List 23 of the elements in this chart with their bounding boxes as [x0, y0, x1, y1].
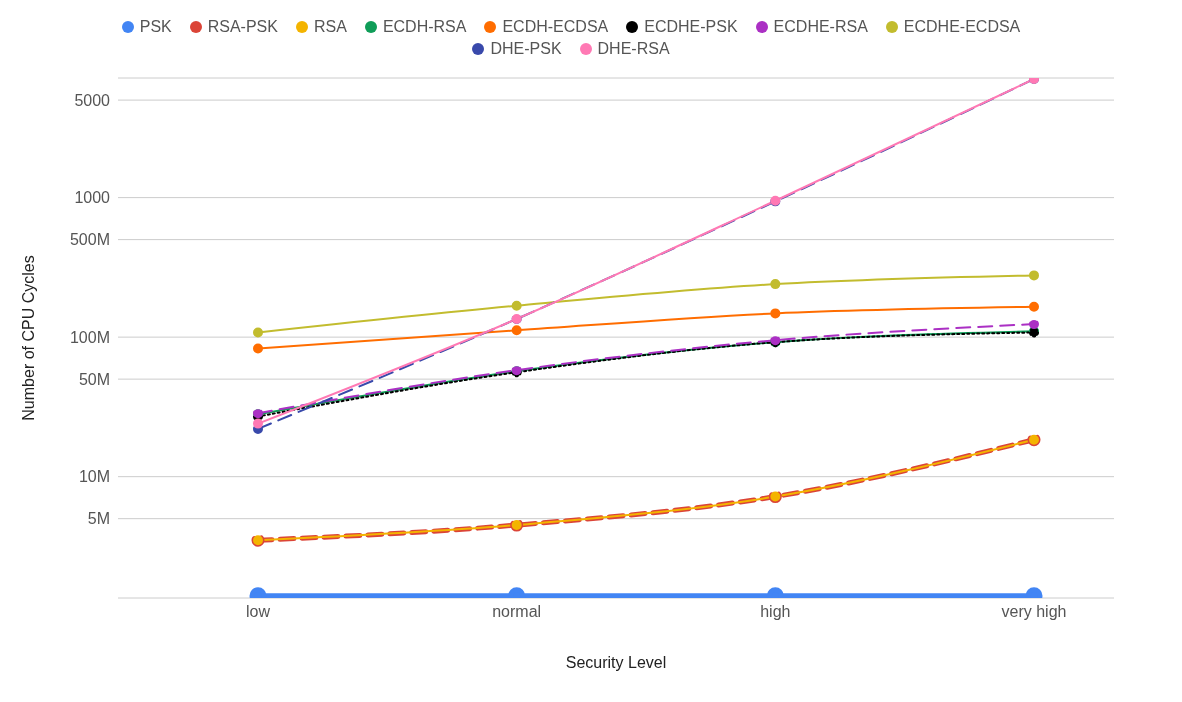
x-tick-label: normal — [492, 603, 542, 621]
legend-label: ECDHE-RSA — [773, 18, 868, 36]
x-axis-title: Security Level — [565, 654, 667, 671]
legend-label: DHE-PSK — [490, 40, 562, 58]
x-tick-label: low — [245, 603, 271, 621]
legend-label: DHE-RSA — [597, 40, 670, 58]
y-tick-label: 10M — [78, 468, 110, 486]
legend-label: RSA-PSK — [207, 18, 278, 36]
y-tick-label: 5000 — [74, 91, 111, 109]
legend-label: ECDHE-ECDSA — [903, 18, 1021, 36]
legend-label: ECDH-ECDSA — [502, 18, 609, 36]
y-tick-label: 5M — [87, 510, 110, 528]
y-tick-label: 50M — [78, 370, 110, 388]
x-tick-label: high — [760, 603, 791, 621]
y-axis-title: Number of CPU Cycles — [19, 255, 37, 421]
legend-label: ECDHE-PSK — [644, 18, 738, 36]
legend-label: ECDH-RSA — [382, 18, 467, 36]
y-tick-label: 100M — [69, 328, 110, 346]
y-tick-label: 500M — [69, 231, 110, 249]
legend-label: RSA — [313, 18, 347, 36]
y-tick-label: 1000 — [74, 189, 111, 207]
legend-label: PSK — [139, 18, 172, 36]
x-tick-label: very high — [1001, 603, 1067, 621]
